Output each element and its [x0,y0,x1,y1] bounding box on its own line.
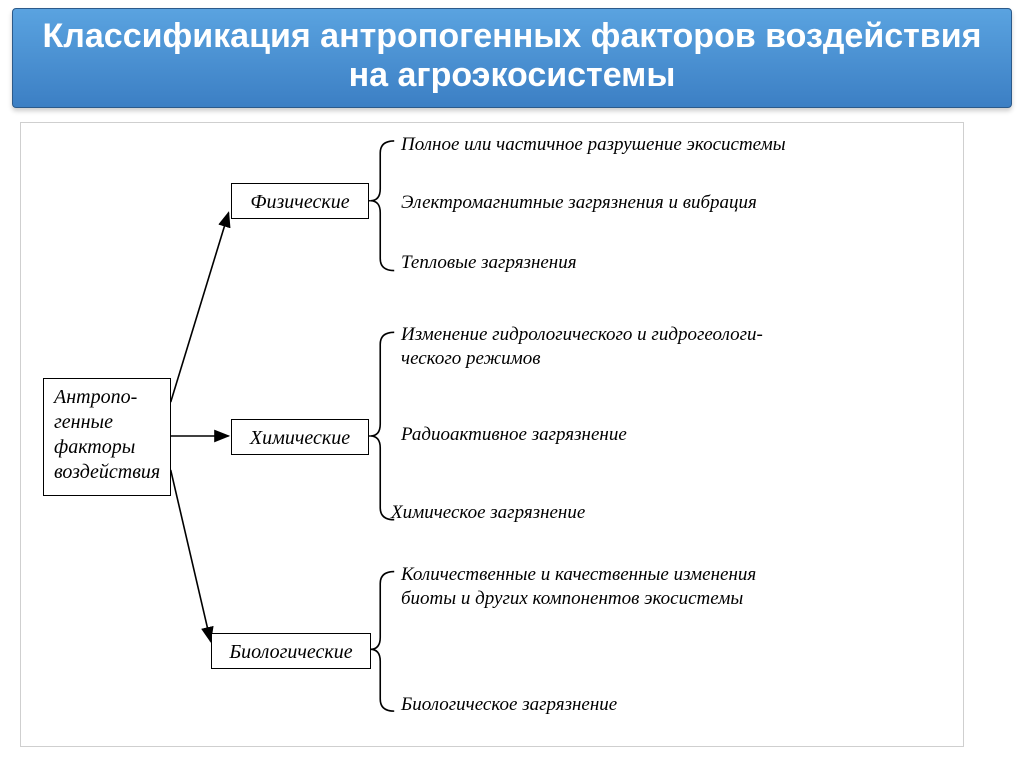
arrow-0 [171,213,229,402]
detail-1-0: Изменение гидрологического и гидрогеолог… [401,323,763,371]
branch-node-0: Физические [231,183,369,219]
root-node: Антропо-генныефакторывоздействия [43,378,171,496]
title-bar: Классификация антропогенных факторов воз… [12,8,1012,108]
arrow-2 [171,470,211,641]
brace-0 [370,141,394,271]
detail-2-1: Биологическое загрязнение [401,693,617,717]
detail-0-0: Полное или частичное разрушение экосисте… [401,133,786,157]
slide: Классификация антропогенных факторов воз… [0,0,1024,767]
detail-0-2: Тепловые загрязнения [401,251,577,275]
detail-1-1: Радиоактивное загрязнение [401,423,627,447]
brace-2 [370,572,394,712]
brace-1 [370,332,394,519]
slide-title: Классификация антропогенных факторов воз… [33,17,991,95]
detail-1-2: Химическое загрязнение [391,501,585,525]
detail-2-0: Количественные и качественные измененияб… [401,563,756,611]
branch-node-1: Химические [231,419,369,455]
detail-0-1: Электромагнитные загрязнения и вибрация [401,191,757,215]
diagram-area: Антропо-генныефакторывоздействия Физическ… [20,122,964,747]
branch-node-2: Биологические [211,633,371,669]
